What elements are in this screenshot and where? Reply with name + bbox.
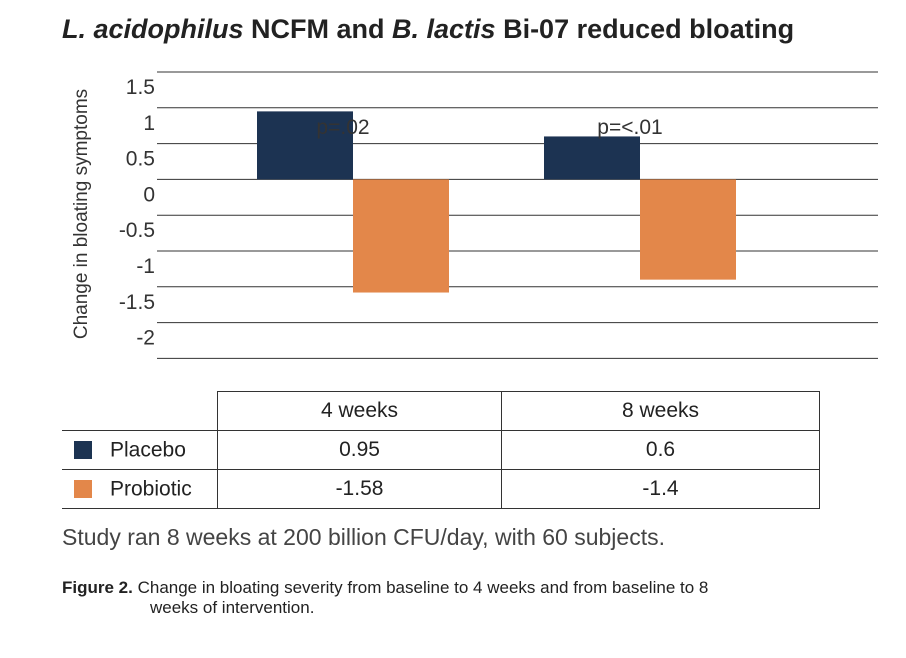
table-row: Placebo 0.95 0.6 bbox=[62, 430, 820, 470]
data-table: 4 weeks 8 weeks Placebo 0.95 0.6 Probiot… bbox=[62, 391, 820, 509]
y-tick-label: 0 bbox=[143, 183, 155, 206]
probiotic-label: Probiotic bbox=[110, 477, 192, 501]
table-row: Probiotic -1.58 -1.4 bbox=[62, 469, 820, 509]
placebo-bar bbox=[544, 136, 640, 180]
study-note: Study ran 8 weeks at 200 billion CFU/day… bbox=[62, 524, 665, 550]
table-header-4weeks: 4 weeks bbox=[217, 391, 502, 431]
y-tick-label: 1 bbox=[143, 112, 155, 135]
title-text-2: Bi-07 reduced bloating bbox=[495, 14, 795, 44]
table-cell: 0.6 bbox=[501, 430, 820, 470]
annotations: p=.02 p=<.01 bbox=[316, 116, 662, 139]
y-tick-label: -0.5 bbox=[119, 219, 155, 242]
bar-chart: 1.5 1 0.5 0 -0.5 -1 -1.5 -2 p=.02 p=<.01 Change … bbox=[71, 71, 878, 359]
figure-caption: Figure 2. Change in bloating severity fr… bbox=[62, 578, 862, 618]
gridlines bbox=[157, 71, 878, 359]
figure-label: Figure 2. bbox=[62, 578, 133, 597]
bars bbox=[257, 111, 736, 293]
placebo-label: Placebo bbox=[110, 438, 186, 462]
table-corner bbox=[62, 391, 218, 431]
probiotic-bar bbox=[640, 179, 736, 280]
y-tick-label: -1.5 bbox=[119, 291, 155, 314]
table-cell: -1.58 bbox=[217, 469, 502, 509]
y-tick-labels: 1.5 1 0.5 0 -0.5 -1 -1.5 -2 bbox=[119, 76, 155, 350]
y-tick-label: 1.5 bbox=[126, 76, 155, 99]
chart-title: L. acidophilus NCFM and B. lactis Bi-07 … bbox=[62, 14, 794, 45]
title-text-1: NCFM and bbox=[243, 14, 393, 44]
caption-text-2: weeks of intervention. bbox=[150, 598, 315, 617]
placebo-swatch bbox=[74, 441, 92, 460]
p-value-label: p=<.01 bbox=[597, 116, 662, 139]
table-cell: -1.4 bbox=[501, 469, 820, 509]
legend-probiotic: Probiotic bbox=[62, 469, 218, 509]
y-tick-label: -1 bbox=[136, 255, 155, 278]
y-axis-label: Change in bloating symptoms bbox=[71, 89, 92, 339]
y-tick-label: -2 bbox=[136, 327, 155, 350]
probiotic-swatch bbox=[74, 480, 92, 499]
caption-text-1: Change in bloating severity from baselin… bbox=[132, 578, 709, 597]
y-tick-label: 0.5 bbox=[126, 148, 155, 171]
table-header-row: 4 weeks 8 weeks bbox=[62, 391, 820, 431]
title-species-2: B. lactis bbox=[392, 14, 496, 44]
probiotic-bar bbox=[353, 179, 449, 293]
p-value-label: p=.02 bbox=[316, 116, 369, 139]
title-species-1: L. acidophilus bbox=[62, 14, 244, 44]
table-cell: 0.95 bbox=[217, 430, 502, 470]
placebo-bar bbox=[257, 111, 353, 180]
table-header-8weeks: 8 weeks bbox=[501, 391, 820, 431]
legend-placebo: Placebo bbox=[62, 430, 218, 470]
